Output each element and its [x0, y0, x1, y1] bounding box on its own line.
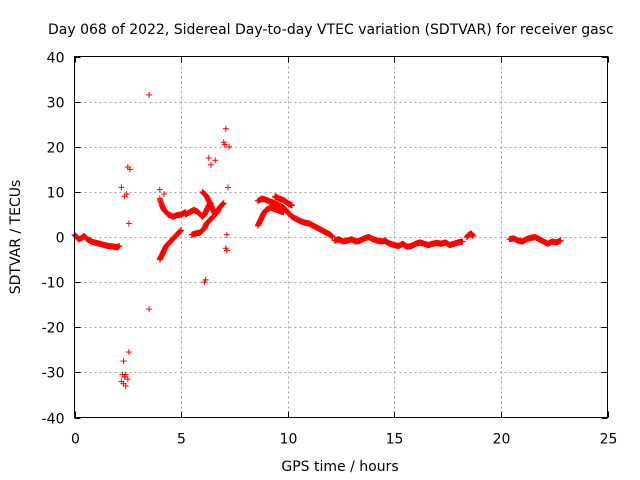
- data-point: [557, 237, 564, 244]
- data-point: [119, 371, 126, 378]
- x-tick-label: 20: [493, 432, 511, 448]
- data-point: [223, 231, 230, 238]
- y-tick-label: 0: [56, 231, 65, 247]
- y-tick-label: -30: [42, 366, 65, 382]
- data-point: [125, 220, 132, 227]
- x-axis-label: GPS time / hours: [281, 459, 398, 475]
- data-point: [470, 233, 477, 240]
- data-point: [207, 161, 214, 168]
- data-point: [459, 238, 466, 245]
- x-tick-label: 5: [177, 432, 186, 448]
- x-tick-label: 25: [600, 432, 618, 448]
- data-point: [280, 209, 287, 216]
- y-tick-label: 10: [47, 186, 65, 202]
- y-tick-label: -20: [42, 321, 65, 337]
- data-point: [156, 186, 163, 193]
- data-point: [161, 191, 168, 198]
- data-point: [118, 184, 125, 191]
- y-tick-label: -10: [42, 276, 65, 292]
- data-point: [220, 200, 227, 207]
- y-tick-label: 30: [47, 96, 65, 112]
- chart-title: Day 068 of 2022, Sidereal Day-to-day VTE…: [48, 22, 614, 38]
- data-point: [125, 349, 132, 356]
- x-tick-label: 10: [280, 432, 298, 448]
- data-point: [225, 184, 232, 191]
- data-point: [222, 125, 229, 132]
- data-point: [146, 306, 153, 313]
- data-point: [329, 234, 336, 240]
- data-point: [146, 91, 153, 98]
- data-point: [120, 358, 127, 365]
- data-point: [205, 155, 212, 162]
- y-tick-label: 20: [47, 141, 65, 157]
- data-point: [288, 202, 295, 209]
- y-axis-label: SDTVAR / TECUs: [8, 180, 24, 295]
- axis-ticks: [74, 56, 609, 419]
- plot-frame: [74, 56, 608, 418]
- data-point: [226, 143, 233, 150]
- x-tick-label: 15: [386, 432, 404, 448]
- data-point: [123, 191, 130, 198]
- data-point: [178, 227, 185, 234]
- data-series: [71, 91, 564, 389]
- y-tick-label: 40: [47, 51, 65, 67]
- data-point: [202, 276, 209, 283]
- y-tick-label: -40: [42, 412, 65, 428]
- data-point: [221, 141, 228, 148]
- data-point: [124, 376, 131, 383]
- tick-labels: 0 5 10 15 20 25 -40 -30 -20 -10 0 10 20 30 40: [42, 51, 618, 448]
- data-point: [116, 243, 123, 250]
- data-point: [126, 166, 133, 173]
- data-point: [223, 247, 230, 254]
- x-tick-label: 0: [71, 432, 80, 448]
- data-point: [122, 382, 129, 389]
- data-point: [212, 157, 219, 164]
